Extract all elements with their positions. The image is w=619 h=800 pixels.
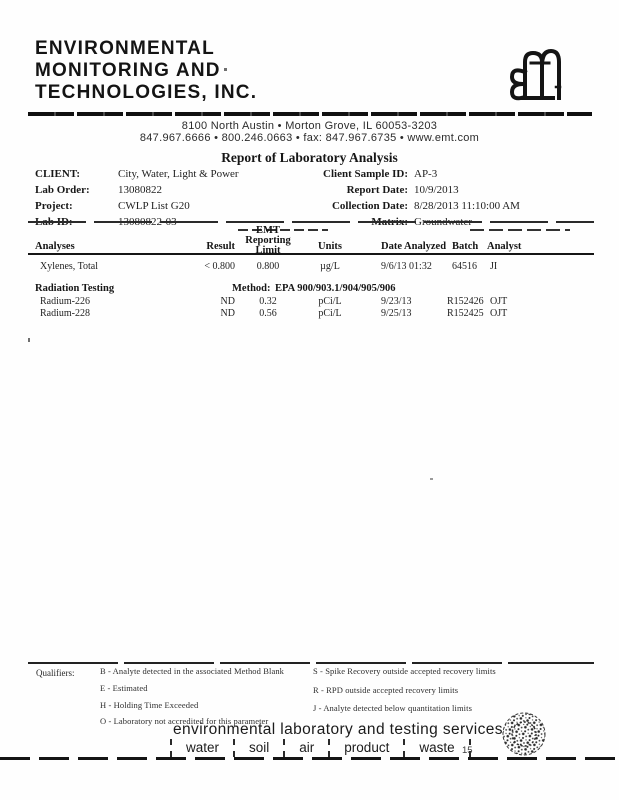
company-name-line1: ENVIRONMENTAL (35, 38, 215, 59)
cell-analyst: JI (490, 261, 498, 272)
qualifier-item-o: O - Laboratory not accredited for this p… (100, 716, 269, 726)
cell-units: µg/L (320, 261, 340, 272)
qualifier-item-j: J - Analyte detected below quantitation … (313, 703, 472, 713)
company-name-line2: MONITORING AND (35, 60, 221, 81)
address-line: 8100 North Austin • Morton Grove, IL 600… (181, 120, 438, 132)
cell-units: pCi/L (318, 296, 342, 307)
col-header-analyst: Analyst (487, 241, 522, 252)
collection-date-label: Collection Date: (331, 200, 408, 212)
cell-analyte: Radium-228 (40, 308, 90, 319)
footer-service-tabs: water soil air product waste (170, 739, 471, 757)
scan-artifact-dot (430, 478, 433, 480)
qualifier-item-b: B - Analyte detected in the associated M… (100, 666, 285, 676)
company-name: ENVIRONMENTAL MONITORING AND TECHNOLOGIE… (35, 38, 257, 104)
col-header-analyses: Analyses (35, 241, 75, 252)
cell-analyte: Xylenes, Total (40, 261, 98, 272)
cell-batch: R152426 (447, 296, 484, 307)
table-header-divider (28, 253, 594, 255)
cell-units: pCi/L (318, 308, 342, 319)
method-label: Method: (232, 283, 271, 294)
tab-product: product (328, 739, 403, 757)
cell-result: < 0.800 (204, 261, 235, 272)
cell-date-analyzed: 9/23/13 (381, 296, 412, 307)
scan-artifact-dot (224, 68, 227, 71)
project-label: Project: (35, 200, 73, 212)
cell-analyst: OJT (490, 308, 508, 319)
header-divider (28, 112, 592, 116)
table-top-dash (238, 229, 328, 231)
qualifier-item-s: S - Spike Recovery outside accepted reco… (313, 666, 496, 676)
qualifier-item-r: R - RPD outside accepted recovery limits (313, 685, 459, 695)
method-value: EPA 900/903.1/904/905/906 (275, 283, 396, 294)
cell-batch: R152425 (447, 308, 484, 319)
col-header-limit-line2: Reporting (245, 235, 291, 246)
report-title: Report of Laboratory Analysis (221, 150, 398, 165)
client-sample-id-label: Client Sample ID: (323, 168, 408, 180)
report-date-label: Report Date: (346, 184, 408, 196)
tab-soil: soil (233, 739, 283, 757)
col-header-result: Result (206, 241, 235, 252)
qualifier-item-e: E - Estimated (100, 683, 148, 693)
cell-date-analyzed: 9/25/13 (381, 308, 412, 319)
cell-analyte: Radium-226 (40, 296, 90, 307)
project-value: CWLP List G20 (118, 200, 190, 212)
col-header-units: Units (318, 241, 342, 252)
cell-reporting-limit: 0.56 (259, 308, 277, 319)
company-name-line3: TECHNOLOGIES, INC. (35, 82, 258, 103)
cell-date-analyzed: 9/6/13 01:32 (381, 261, 432, 272)
client-sample-id-value: AP-3 (414, 168, 438, 180)
table-top-dash (470, 229, 570, 231)
section-title-radiation-testing: Radiation Testing (35, 283, 115, 294)
col-header-batch: Batch (452, 241, 479, 252)
lab-order-value: 13080822 (118, 184, 162, 196)
client-value: City, Water, Light & Power (118, 168, 239, 180)
client-label: CLIENT: (35, 168, 81, 180)
qualifiers-label: Qualifiers: (36, 668, 75, 678)
report-date-value: 10/9/2013 (414, 184, 459, 196)
col-header-limit-line3: Limit (255, 245, 281, 256)
certification-seal-icon (500, 710, 548, 763)
cell-reporting-limit: 0.32 (259, 296, 277, 307)
footer-divider (0, 757, 619, 760)
qualifier-item-h: H - Holding Time Exceeded (100, 700, 199, 710)
cell-reporting-limit: 0.800 (256, 261, 280, 272)
cell-result: ND (220, 308, 235, 319)
tab-water: water (170, 739, 233, 757)
lab-order-label: Lab Order: (35, 184, 90, 196)
tab-waste: waste (403, 739, 471, 757)
scan-artifact-dot (28, 338, 30, 342)
col-header-limit-line1: EMT (256, 225, 280, 236)
cell-analyst: OJT (490, 296, 508, 307)
emt-logo-icon (498, 42, 562, 110)
cell-result: ND (220, 296, 235, 307)
footer-tagline: environmental laboratory and testing ser… (173, 721, 503, 738)
page-number: 15 (462, 745, 473, 756)
cell-batch: 64516 (452, 261, 477, 272)
phone-line: 847.967.6666 • 800.246.0663 • fax: 847.9… (139, 132, 480, 144)
client-info-divider (28, 221, 594, 223)
tab-air: air (283, 739, 328, 757)
col-header-date-analyzed: Date Analyzed (381, 241, 447, 252)
qualifiers-divider (28, 662, 594, 664)
collection-date-value: 8/28/2013 11:10:00 AM (414, 200, 520, 212)
